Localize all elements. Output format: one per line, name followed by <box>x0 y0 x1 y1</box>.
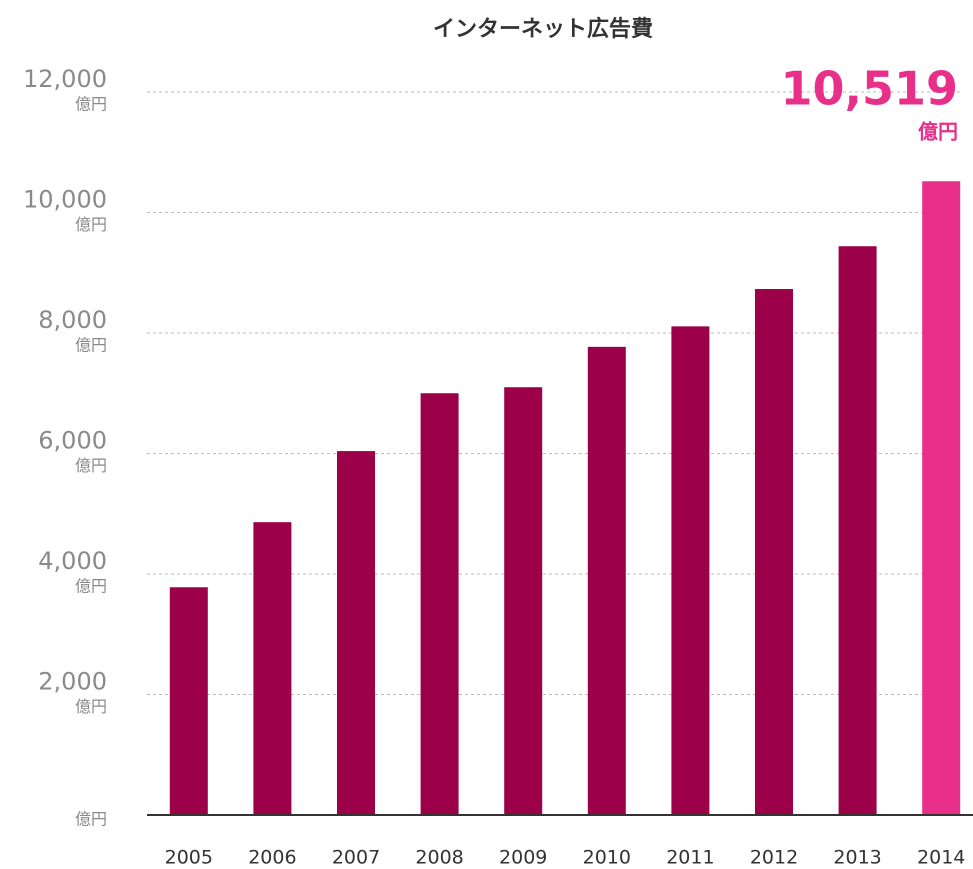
y-tick-label: 4,000 <box>38 547 107 575</box>
bar <box>587 346 626 815</box>
x-tick-label: 2006 <box>248 847 296 869</box>
bar <box>504 387 543 815</box>
x-tick-label: 2008 <box>415 847 463 869</box>
bar <box>337 451 375 815</box>
y-tick-unit: 億円 <box>75 95 107 114</box>
bar <box>420 393 459 815</box>
y-tick-unit: 億円 <box>75 697 107 716</box>
bar <box>922 181 961 816</box>
x-tick-label: 2010 <box>583 847 631 869</box>
y-tick-unit: 億円 <box>75 336 107 355</box>
x-tick-label: 2013 <box>833 847 881 869</box>
y-tick-label: 12,000 <box>23 65 107 93</box>
y-tick-unit: 億円 <box>75 810 107 829</box>
bar <box>755 289 793 816</box>
x-tick-label: 2011 <box>666 847 714 869</box>
x-tick-label: 2009 <box>499 847 547 869</box>
x-tick-label: 2012 <box>750 847 798 869</box>
y-tick-unit: 億円 <box>75 215 107 234</box>
x-tick-label: 2005 <box>165 847 213 869</box>
bar <box>169 587 208 815</box>
y-tick-unit: 億円 <box>75 456 107 475</box>
x-tick-label: 2007 <box>332 847 380 869</box>
x-tick-label: 2014 <box>917 847 965 869</box>
value-label-unit: 億円 <box>918 120 958 144</box>
y-tick-label: 2,000 <box>38 668 107 696</box>
y-tick-label: 10,000 <box>23 186 107 214</box>
y-tick-unit: 億円 <box>75 577 107 596</box>
bar <box>838 246 877 816</box>
bar <box>253 522 292 815</box>
y-tick-label: 6,000 <box>38 427 107 455</box>
value-label: 10,519 <box>780 62 958 116</box>
bar <box>671 326 710 815</box>
y-tick-label: 8,000 <box>38 306 107 334</box>
chart-title: インターネット広告費 <box>433 16 653 42</box>
